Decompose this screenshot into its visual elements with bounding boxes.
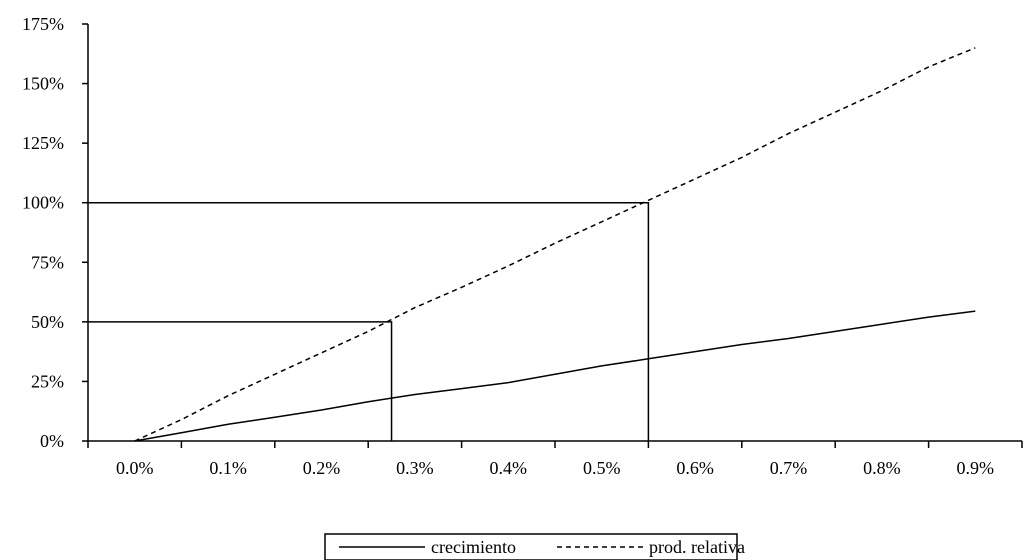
x-tick-label: 0.7% — [770, 458, 808, 478]
series-line-crecimiento — [134, 310, 976, 442]
y-tick-label: 75% — [31, 252, 64, 272]
x-tick-label: 0.3% — [396, 458, 434, 478]
reference-lines — [88, 201, 650, 441]
x-tick-label: 0.6% — [676, 458, 714, 478]
y-axis: 0% 25% 50% 75% 100% 125% 150% 175% — [22, 14, 89, 451]
x-tick-label: 0.5% — [583, 458, 621, 478]
legend-label-crecimiento: crecimiento — [431, 537, 516, 557]
reference-line — [88, 321, 393, 441]
legend-label-prod-relativa: prod. relativa — [649, 537, 745, 557]
y-tick-label: 50% — [31, 312, 64, 332]
x-tick-label: 0.2% — [303, 458, 341, 478]
series-lines — [134, 47, 976, 442]
series-line-prod-relativa — [134, 47, 976, 442]
y-tick-label: 175% — [22, 14, 64, 34]
x-tick-label: 0.0% — [116, 458, 154, 478]
y-tick-label: 150% — [22, 74, 64, 94]
x-tick-label: 0.8% — [863, 458, 901, 478]
x-axis: 0.0% 0.1% 0.2% 0.3% 0.4% 0.5% 0.6% 0.7% 0.8% 0.9% — [87, 440, 1023, 478]
x-tick-label: 0.4% — [490, 458, 528, 478]
y-tick-label: 100% — [22, 193, 64, 213]
y-tick-label: 125% — [22, 133, 64, 153]
y-tick-label: 25% — [31, 371, 64, 391]
legend: crecimiento prod. relativa — [324, 533, 745, 560]
reference-line — [88, 201, 650, 441]
x-tick-label: 0.1% — [209, 458, 247, 478]
y-tick-label: 0% — [40, 431, 64, 451]
x-tick-label: 0.9% — [957, 458, 995, 478]
